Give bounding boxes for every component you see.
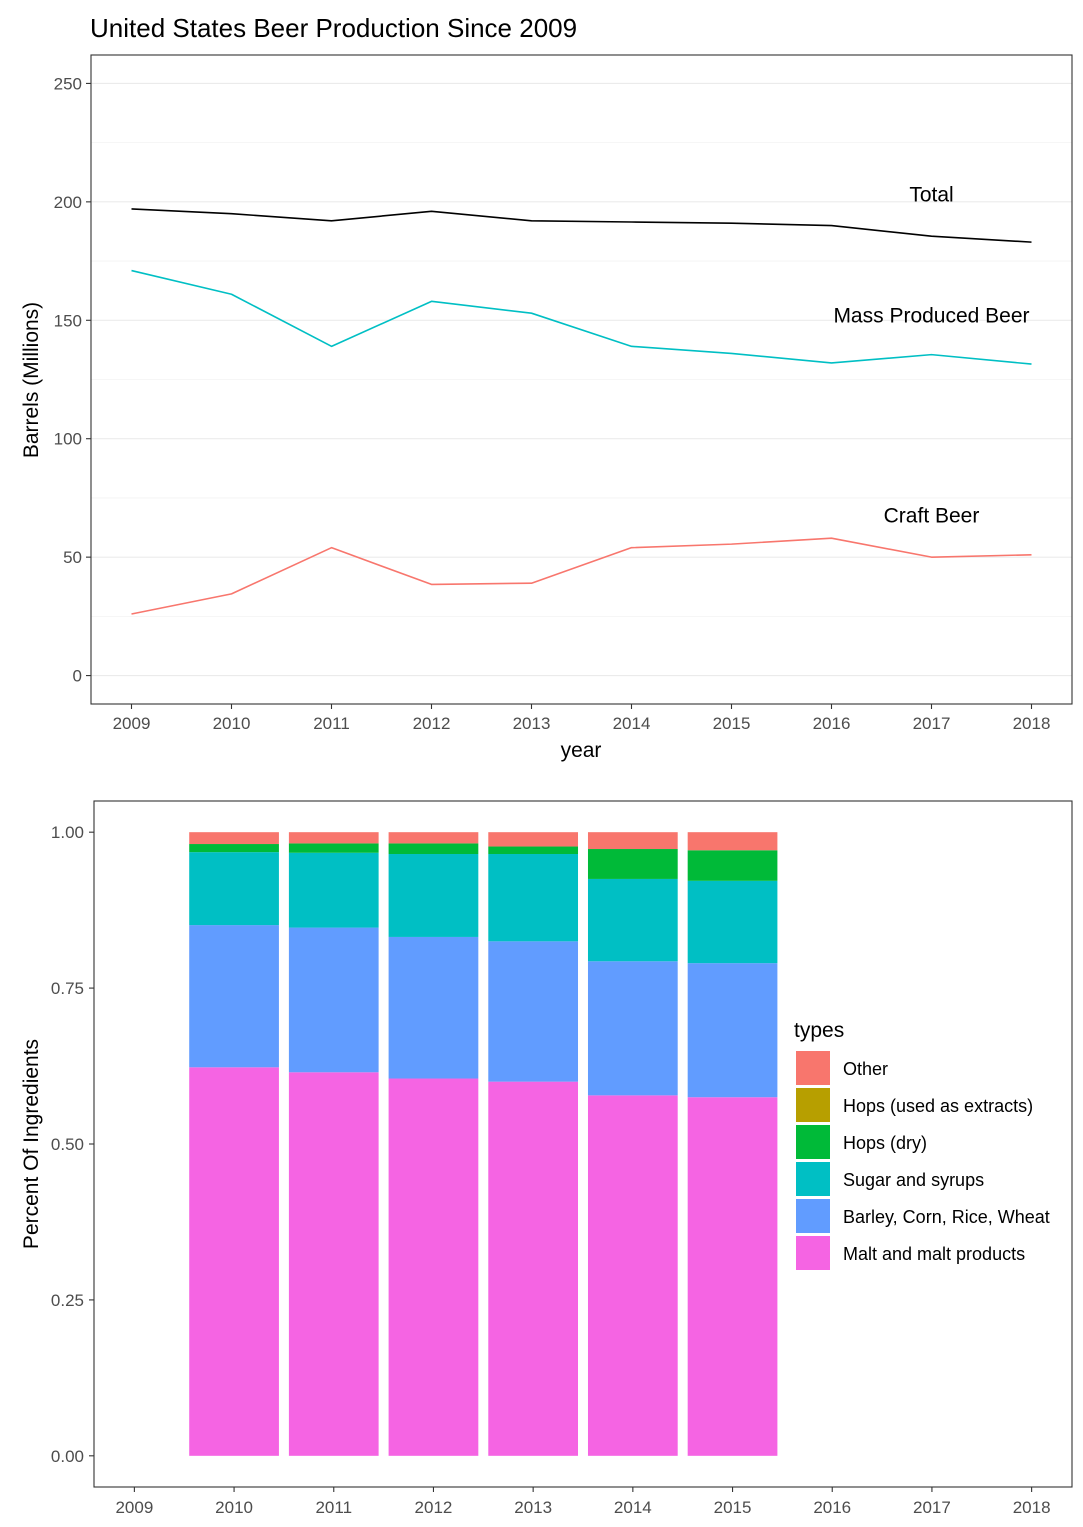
bar-segment-2015-barley-corn-rice-wheat [687, 963, 778, 1098]
x-tick-label: 2016 [813, 714, 851, 733]
y-tick-label: 250 [54, 74, 82, 93]
line-chart-panel [90, 54, 1073, 705]
x-tick-label: 2009 [115, 1498, 153, 1517]
legend-label-malt-and-malt-products: Malt and malt products [843, 1244, 1025, 1264]
bar-segment-2011-barley-corn-rice-wheat [288, 927, 379, 1073]
bar-segment-2011-sugar-and-syrups [288, 852, 379, 928]
bar-segment-2012-hops-dry- [388, 843, 479, 855]
chart-title: United States Beer Production Since 2009 [90, 13, 577, 43]
x-tick-label: 2017 [913, 714, 951, 733]
line-chart: United States Beer Production Since 2009… [20, 13, 1073, 762]
legend-label-other: Other [843, 1059, 888, 1079]
line-chart-x-axis-title: year [561, 739, 602, 762]
bar-segment-2012-other [388, 832, 479, 844]
x-tick-label: 2017 [913, 1498, 951, 1517]
bar-segment-2011-hops-dry- [288, 843, 379, 853]
y-tick-label: 150 [54, 311, 82, 330]
bar-segment-2010-barley-corn-rice-wheat [189, 925, 279, 1068]
y-tick-label: 0.25 [51, 1291, 84, 1310]
stacked-bar-chart-y-axis-title: Percent Of Ingredients [20, 1039, 43, 1249]
bar-segment-2014-sugar-and-syrups [587, 878, 678, 962]
legend-swatch-hops-used-as-extracts- [796, 1088, 830, 1122]
line-chart-series-labels: Total Mass Produced Beer Craft Beer [833, 184, 1029, 528]
bar-segment-2015-hops-dry- [687, 850, 778, 881]
y-tick-label: 1.00 [51, 823, 84, 842]
y-tick-label: 0.75 [51, 979, 84, 998]
line-chart-y-axis: 0 50 100 150 200 250 [54, 74, 91, 686]
legend-items: Other Hops (used as extracts) Hops (dry) Su… [796, 1051, 1050, 1270]
x-tick-label: 2012 [415, 1498, 453, 1517]
bar-segment-2014-other [587, 832, 678, 850]
bar-segment-2010-malt-and-malt-products [189, 1067, 279, 1456]
bar-segment-2015-sugar-and-syrups [687, 880, 778, 964]
bar-segment-2011-malt-and-malt-products [288, 1072, 379, 1456]
line-chart-grid [91, 82, 1072, 677]
line-chart-x-axis: 2009 2010 2011 2012 2013 2014 2015 2016 2017 2018 [113, 704, 1051, 733]
y-tick-label: 200 [54, 193, 82, 212]
y-tick-label: 100 [54, 430, 82, 449]
line-chart-y-axis-title: Barrels (Millions) [20, 302, 43, 458]
legend-label-hops-dry-: Hops (dry) [843, 1133, 927, 1153]
x-tick-label: 2011 [313, 714, 350, 733]
legend-swatch-hops-dry- [796, 1125, 830, 1159]
bar-segment-2014-barley-corn-rice-wheat [587, 961, 678, 1096]
bar-segment-2012-malt-and-malt-products [388, 1078, 479, 1456]
x-tick-label: 2009 [113, 714, 151, 733]
bar-segment-2010-other [189, 832, 279, 845]
x-tick-label: 2015 [714, 1498, 752, 1517]
series-line-mass-produced-beer [131, 269, 1032, 365]
bar-segment-2010-sugar-and-syrups [189, 852, 279, 926]
bar-segment-2012-sugar-and-syrups [388, 854, 479, 937]
x-tick-label: 2014 [614, 1498, 652, 1517]
y-tick-label: 0.50 [51, 1135, 84, 1154]
bar-segment-2014-malt-and-malt-products [587, 1095, 678, 1456]
bar-segment-2015-other [687, 832, 778, 851]
stacked-bar-chart-x-axis: 2009 2010 2011 2012 2013 2014 2015 2016 2017 2018 [115, 1487, 1051, 1517]
x-tick-label: 2010 [213, 714, 251, 733]
bar-segment-2013-sugar-and-syrups [488, 854, 579, 942]
y-tick-label: 0.00 [51, 1447, 84, 1466]
legend-swatch-barley-corn-rice-wheat [796, 1199, 830, 1233]
legend-swatch-other [796, 1051, 830, 1085]
legend-swatch-malt-and-malt-products [796, 1236, 830, 1270]
bar-segment-2013-hops-dry- [488, 846, 579, 855]
stacked-bar-chart-y-axis: 0.00 0.25 0.50 0.75 1.00 [51, 823, 94, 1466]
stacked-bar-chart: 0.00 0.25 0.50 0.75 1.00 2009 2010 2011 2012 201… [20, 800, 1073, 1517]
bar-segment-2014-hops-dry- [587, 849, 678, 879]
x-tick-label: 2010 [215, 1498, 253, 1517]
x-tick-label: 2014 [613, 714, 651, 733]
x-tick-label: 2013 [513, 714, 551, 733]
line-chart-series [131, 208, 1032, 615]
y-tick-label: 0 [73, 667, 82, 686]
legend-label-sugar-and-syrups: Sugar and syrups [843, 1170, 984, 1190]
legend-label-hops-used-as-extracts-: Hops (used as extracts) [843, 1096, 1033, 1116]
x-tick-label: 2016 [813, 1498, 851, 1517]
legend-label-barley-corn-rice-wheat: Barley, Corn, Rice, Wheat [843, 1207, 1050, 1227]
stacked-bar-chart-bars [189, 832, 778, 1456]
series-label-total: Total [909, 184, 953, 207]
x-tick-label: 2018 [1013, 714, 1051, 733]
legend-title: types [794, 1019, 844, 1042]
bar-segment-2012-barley-corn-rice-wheat [388, 936, 479, 1079]
x-tick-label: 2015 [713, 714, 751, 733]
series-label-craft-beer: Craft Beer [884, 505, 980, 528]
bar-segment-2013-barley-corn-rice-wheat [488, 941, 579, 1082]
stacked-bar-chart-legend: types Other Hops (used as extracts) Hops (… [794, 1019, 1050, 1270]
y-tick-label: 50 [63, 548, 82, 567]
bar-segment-2011-other [288, 832, 379, 844]
x-tick-label: 2018 [1013, 1498, 1051, 1517]
bar-segment-2010-hops-dry- [189, 844, 279, 853]
series-label-mass-produced-beer: Mass Produced Beer [833, 305, 1029, 328]
bar-segment-2013-other [488, 832, 579, 847]
x-tick-label: 2011 [315, 1498, 352, 1517]
series-line-craft-beer [131, 537, 1032, 615]
series-line-total [131, 208, 1032, 243]
x-tick-label: 2012 [413, 714, 451, 733]
x-tick-label: 2013 [514, 1498, 552, 1517]
bar-segment-2013-malt-and-malt-products [488, 1081, 579, 1456]
legend-swatch-sugar-and-syrups [796, 1162, 830, 1196]
bar-segment-2015-malt-and-malt-products [687, 1097, 778, 1456]
